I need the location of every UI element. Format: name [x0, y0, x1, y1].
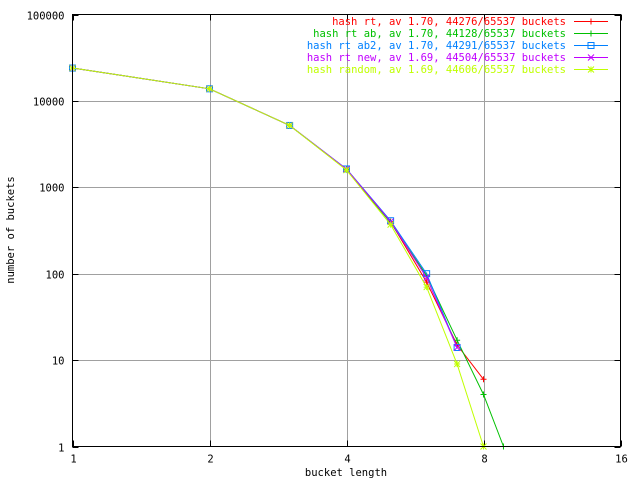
series-3 [69, 64, 461, 351]
data-point [480, 391, 487, 398]
data-point [453, 344, 461, 351]
data-point [453, 343, 461, 351]
series-1 [69, 65, 487, 383]
series-lines [69, 64, 507, 450]
legend-label: hash rt, av 1.70, 44276/65537 buckets [332, 16, 566, 28]
legend-label: hash rt ab2, av 1.70, 44291/65537 bucket… [307, 40, 566, 52]
x-tick-label: 16 [615, 454, 628, 466]
data-point [454, 337, 461, 344]
series-4 [69, 64, 461, 351]
y-tick-label: 10000 [33, 97, 65, 109]
legend-marker [587, 42, 595, 49]
legend-marker [588, 18, 594, 25]
series-line [72, 67, 484, 380]
x-axis-label: bucket length [305, 467, 387, 479]
y-tick-label: 10 [52, 356, 65, 368]
series-line [72, 67, 484, 447]
y-tick-label: 100000 [27, 11, 65, 23]
data-point [423, 283, 430, 291]
y-axis-label: number of buckets [5, 176, 17, 283]
series-5 [69, 64, 487, 450]
data-point [343, 166, 350, 174]
x-tick-label: 4 [344, 454, 350, 466]
x-tick-label: 2 [207, 454, 213, 466]
grid [72, 14, 622, 448]
legend-label: hash rt ab, av 1.70, 44128/65537 buckets [313, 28, 566, 40]
series-line [72, 67, 458, 348]
y-tick-label: 100 [46, 270, 65, 282]
legend-marker [587, 66, 595, 73]
legend-marker [587, 54, 595, 61]
x-tick-label: 1 [70, 454, 76, 466]
data-point [286, 122, 293, 129]
legend-label: hash random, av 1.69, 44606/65537 bucket… [307, 64, 566, 76]
series-line [72, 67, 458, 348]
legend-marker [588, 30, 594, 37]
legend: hash rt, av 1.70, 44276/65537 bucketshas… [307, 16, 608, 76]
data-point [453, 360, 461, 368]
x-tick-label: 8 [481, 454, 487, 466]
data-point [480, 376, 487, 383]
data-point [387, 221, 394, 228]
legend-label: hash rt new, av 1.69, 44504/65537 bucket… [307, 52, 566, 64]
y-tick-label: 1000 [39, 183, 64, 195]
y-tick-label: 1 [58, 443, 64, 455]
data-point [206, 85, 213, 93]
tick-labels: 1 2 4 8 16 1 10 100 1000 10000 100000 [27, 11, 628, 466]
data-point [423, 274, 430, 282]
plot-frame [72, 14, 621, 447]
